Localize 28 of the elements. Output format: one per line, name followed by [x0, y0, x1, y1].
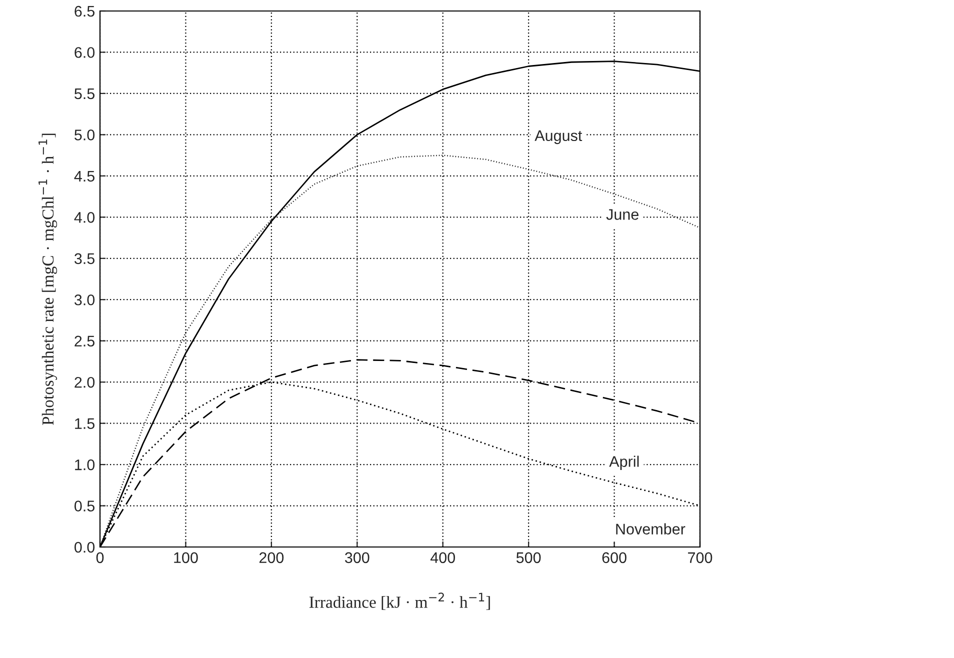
y-tick-label: 4.0 [74, 212, 95, 223]
annotation: August [534, 130, 582, 144]
x-tick-label: 400 [430, 552, 456, 564]
x-tick-label: 600 [602, 552, 626, 564]
y-tick-label: 0.5 [74, 500, 94, 512]
x-tick-label: 700 [688, 552, 712, 564]
annotation: November [616, 523, 686, 534]
y-tick-label: 3.5 [74, 253, 94, 264]
y-tick-label: 6.5 [74, 6, 94, 17]
y-tick-label: 3.0 [74, 294, 95, 306]
y-tick-label: 1.0 [75, 459, 95, 470]
y-tick-label: 5.0 [74, 130, 95, 140]
y-tick-label: 0.0 [74, 542, 95, 553]
x-tick-label: 0 [96, 552, 104, 564]
y-tick-label: 1.5 [75, 418, 94, 429]
y-tick-label: 4.5 [74, 170, 94, 182]
x-axis-title: Irradiance [kJ · m$^{−2}$ · h$^{−1}$] [309, 592, 490, 610]
x-tick-label: 500 [516, 552, 541, 564]
y-tick-label: 5.5 [74, 88, 94, 100]
y-tick-label: 2.0 [74, 376, 95, 388]
y-tick-label: 2.5 [74, 336, 94, 347]
annotation: June [606, 209, 638, 220]
x-tick-label: 200 [259, 552, 284, 564]
x-tick-label: 300 [344, 552, 370, 564]
x-tick-label: 100 [174, 552, 198, 564]
annotation: April [609, 456, 639, 470]
y-tick-label: 6.0 [74, 47, 95, 58]
y-axis-title: Photosynthetic rate [mgC · mgChl$^{−1}$ · h$^{−1}$] [38, 134, 58, 426]
